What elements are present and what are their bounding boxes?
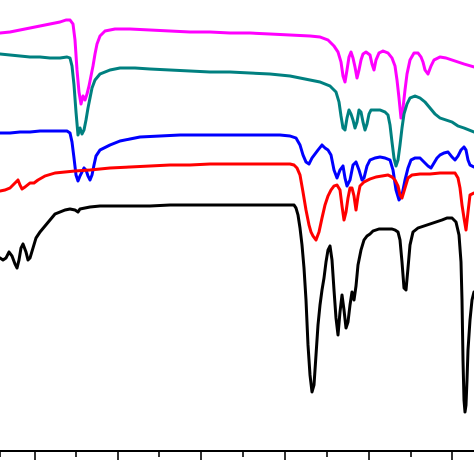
x-axis-ticks [0,451,453,460]
series-layer [0,18,474,414]
spectrum-line-3 [0,129,474,202]
spectrum-line-4 [0,162,474,242]
spectrum-line-1 [0,18,474,120]
spectrum-line-2 [0,52,474,168]
spectrum-line-5 [0,203,474,414]
